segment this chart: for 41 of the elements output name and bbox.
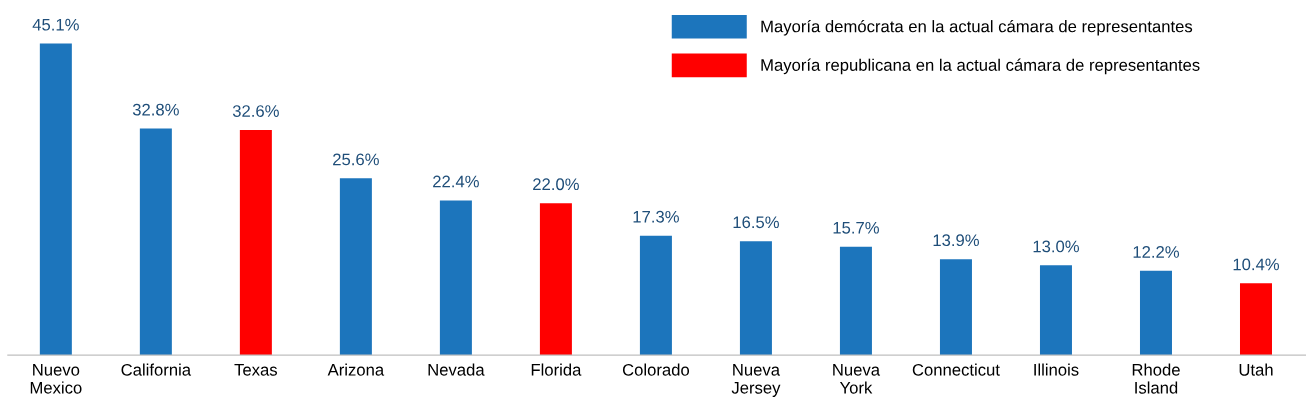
data-label: 32.6%	[232, 105, 279, 117]
data-label: 45.1%	[32, 18, 79, 31]
data-label: 13.0%	[1033, 240, 1080, 253]
bar	[339, 178, 372, 356]
x-tick-label: Nevada	[428, 363, 485, 376]
bar	[539, 203, 572, 356]
data-label: 10.4%	[1233, 258, 1280, 271]
x-tick-label: Illinois	[1034, 363, 1079, 376]
data-label: 17.3%	[633, 210, 679, 223]
bar	[439, 200, 472, 356]
x-tick-label: California	[121, 363, 192, 376]
bar	[639, 235, 672, 356]
bar	[139, 128, 172, 356]
x-tick-label: Connecticut	[912, 363, 1000, 376]
x-tick-label: Utah	[1239, 363, 1273, 376]
data-label: 15.7%	[833, 221, 879, 234]
bar	[939, 259, 972, 356]
x-tick-label: Nuevo Mexico	[30, 364, 82, 394]
x-tick-label: Arizona	[327, 363, 385, 376]
data-label: 25.6%	[333, 153, 379, 166]
data-label: 22.0%	[533, 178, 579, 191]
x-tick-label: Florida	[531, 363, 582, 376]
data-label: 32.8%	[132, 103, 179, 116]
bar	[1239, 283, 1272, 356]
x-tick-label: Colorado	[622, 363, 690, 376]
bar	[39, 43, 72, 356]
x-tick-label: Nueva York	[833, 364, 881, 394]
bar	[1139, 270, 1172, 356]
data-label: 22.4%	[433, 175, 479, 188]
legend-label: Mayoría republicana en la actual cámara de representantes	[761, 58, 1200, 75]
x-tick-label: Texas	[234, 364, 278, 376]
bar	[739, 241, 772, 356]
x-tick-label: Nueva Jersey	[731, 364, 781, 397]
legend-label: Mayoría demócrata en la actual cámara de representantes	[761, 19, 1193, 36]
bar	[839, 246, 872, 356]
data-label: 13.9%	[933, 234, 979, 247]
bar	[1039, 265, 1072, 356]
data-label: 12.2%	[1133, 246, 1180, 258]
data-label: 16.5%	[733, 216, 779, 229]
bar	[239, 129, 272, 356]
x-tick-label: Rhode Island	[1132, 363, 1180, 394]
